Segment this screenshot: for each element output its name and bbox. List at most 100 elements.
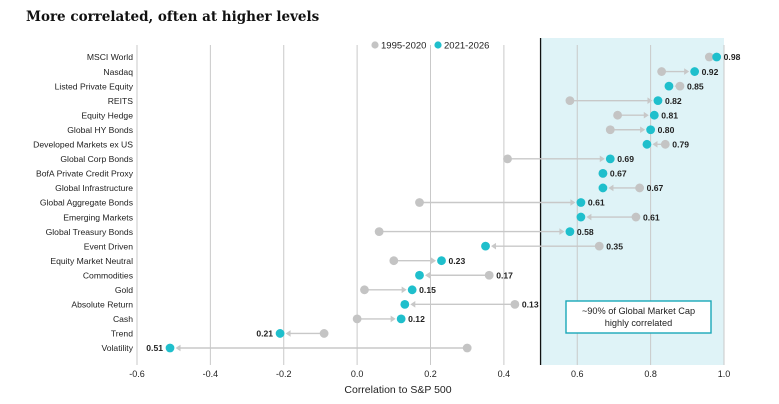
x-tick-label: 0.8: [644, 369, 657, 379]
value-label: 0.35: [606, 241, 623, 251]
connector-arrowhead: [652, 141, 658, 148]
point-2021-2026: [653, 96, 663, 106]
point-1995-2020: [360, 285, 369, 295]
point-2021-2026: [407, 285, 417, 295]
point-1995-2020: [635, 183, 645, 193]
x-tick-label: 1.0: [718, 369, 731, 379]
point-1995-2020: [462, 343, 472, 353]
point-1995-2020: [594, 241, 604, 251]
point-2021-2026: [275, 329, 285, 338]
category-label: Trend: [111, 329, 133, 339]
x-tick-label: -0.2: [276, 369, 292, 379]
point-2021-2026: [646, 125, 656, 135]
legend-label: 2021-2026: [444, 41, 489, 52]
point-2021-2026: [712, 52, 722, 62]
connector-arrowhead: [410, 301, 416, 308]
point-2021-2026: [565, 227, 575, 237]
annotation-line-2: highly correlated: [605, 318, 672, 328]
value-label: 0.13: [522, 300, 539, 310]
x-tick-label: -0.4: [203, 369, 219, 379]
point-1995-2020: [565, 96, 575, 106]
point-2021-2026: [576, 212, 586, 222]
category-label: Global Infrastructure: [55, 183, 133, 193]
point-2021-2026: [165, 343, 175, 353]
category-label: Global Aggregate Bonds: [40, 198, 133, 208]
category-label: Emerging Markets: [63, 212, 133, 222]
point-1995-2020: [484, 270, 494, 280]
point-2021-2026: [481, 241, 490, 251]
annotation-box: [565, 300, 712, 334]
point-1995-2020: [503, 154, 512, 164]
point-2021-2026: [437, 256, 446, 266]
point-1995-2020: [389, 256, 399, 266]
x-axis-label: Correlation to S&P 500: [344, 384, 451, 396]
connector-arrowhead: [586, 213, 592, 221]
connector-arrowhead: [570, 199, 576, 206]
connector-arrowhead: [643, 111, 649, 119]
value-label: 0.12: [408, 314, 425, 324]
point-1995-2020: [319, 329, 329, 338]
category-label: Equity Market Neutral: [50, 256, 133, 266]
value-label: 0.98: [724, 52, 741, 62]
connector-arrowhead: [684, 68, 690, 75]
value-label: 0.17: [496, 270, 513, 280]
point-2021-2026: [415, 270, 424, 280]
value-label: 0.79: [672, 140, 689, 150]
category-label: Volatility: [101, 343, 133, 353]
point-1995-2020: [415, 198, 424, 207]
value-label: 0.82: [665, 96, 682, 106]
connector-arrowhead: [608, 184, 614, 192]
point-1995-2020: [660, 139, 670, 149]
value-label: 0.58: [577, 227, 594, 237]
category-label: Global Treasury Bonds: [46, 227, 133, 237]
value-label: 0.67: [610, 169, 627, 179]
point-1995-2020: [704, 52, 714, 62]
point-1995-2020: [631, 212, 641, 222]
category-label: Gold: [115, 285, 133, 295]
point-1995-2020: [510, 299, 520, 309]
x-tick-label: -0.6: [129, 369, 145, 379]
category-label: Commodities: [83, 270, 133, 280]
value-label: 0.80: [658, 125, 675, 135]
value-label: 0.21: [256, 329, 273, 339]
category-label: Event Driven: [84, 241, 133, 251]
x-tick-label: 0.0: [351, 369, 364, 379]
connector-arrowhead: [390, 315, 396, 323]
legend-marker: [371, 41, 379, 49]
point-1995-2020: [675, 81, 685, 91]
category-label: MSCI World: [87, 52, 133, 62]
point-2021-2026: [396, 314, 406, 324]
category-label: Nasdaq: [103, 67, 133, 77]
annotation-line-1: ~90% of Global Market Cap: [582, 306, 695, 316]
point-2021-2026: [598, 183, 608, 193]
category-label: Listed Private Equity: [55, 81, 134, 91]
point-1995-2020: [657, 67, 667, 76]
value-label: 0.23: [449, 256, 466, 266]
value-label: 0.67: [647, 183, 664, 193]
connector-arrowhead: [431, 257, 437, 264]
connector-arrowhead: [285, 330, 291, 337]
category-label: Developed Markets ex US: [33, 140, 133, 150]
connector-arrowhead: [401, 286, 407, 294]
point-1995-2020: [352, 314, 362, 324]
point-2021-2026: [400, 299, 410, 309]
value-label: 0.61: [643, 212, 660, 222]
category-label: Global HY Bonds: [67, 125, 133, 135]
connector-arrowhead: [640, 126, 646, 134]
x-tick-label: 0.6: [571, 369, 584, 379]
point-1995-2020: [613, 110, 623, 120]
connector-arrowhead: [424, 271, 430, 279]
legend-label: 1995-2020: [381, 41, 426, 52]
category-label: REITS: [108, 96, 134, 106]
category-label: Global Corp Bonds: [60, 154, 133, 164]
value-label: 0.81: [661, 110, 678, 120]
value-label: 0.92: [702, 67, 719, 77]
category-label: Equity Hedge: [81, 110, 133, 120]
chart-title: More correlated, often at higher levels: [26, 9, 320, 25]
connector-arrowhead: [491, 242, 497, 250]
category-label: Absolute Return: [71, 300, 133, 310]
connector-arrowhead: [175, 344, 181, 352]
x-tick-label: 0.2: [424, 369, 437, 379]
point-2021-2026: [690, 67, 700, 76]
